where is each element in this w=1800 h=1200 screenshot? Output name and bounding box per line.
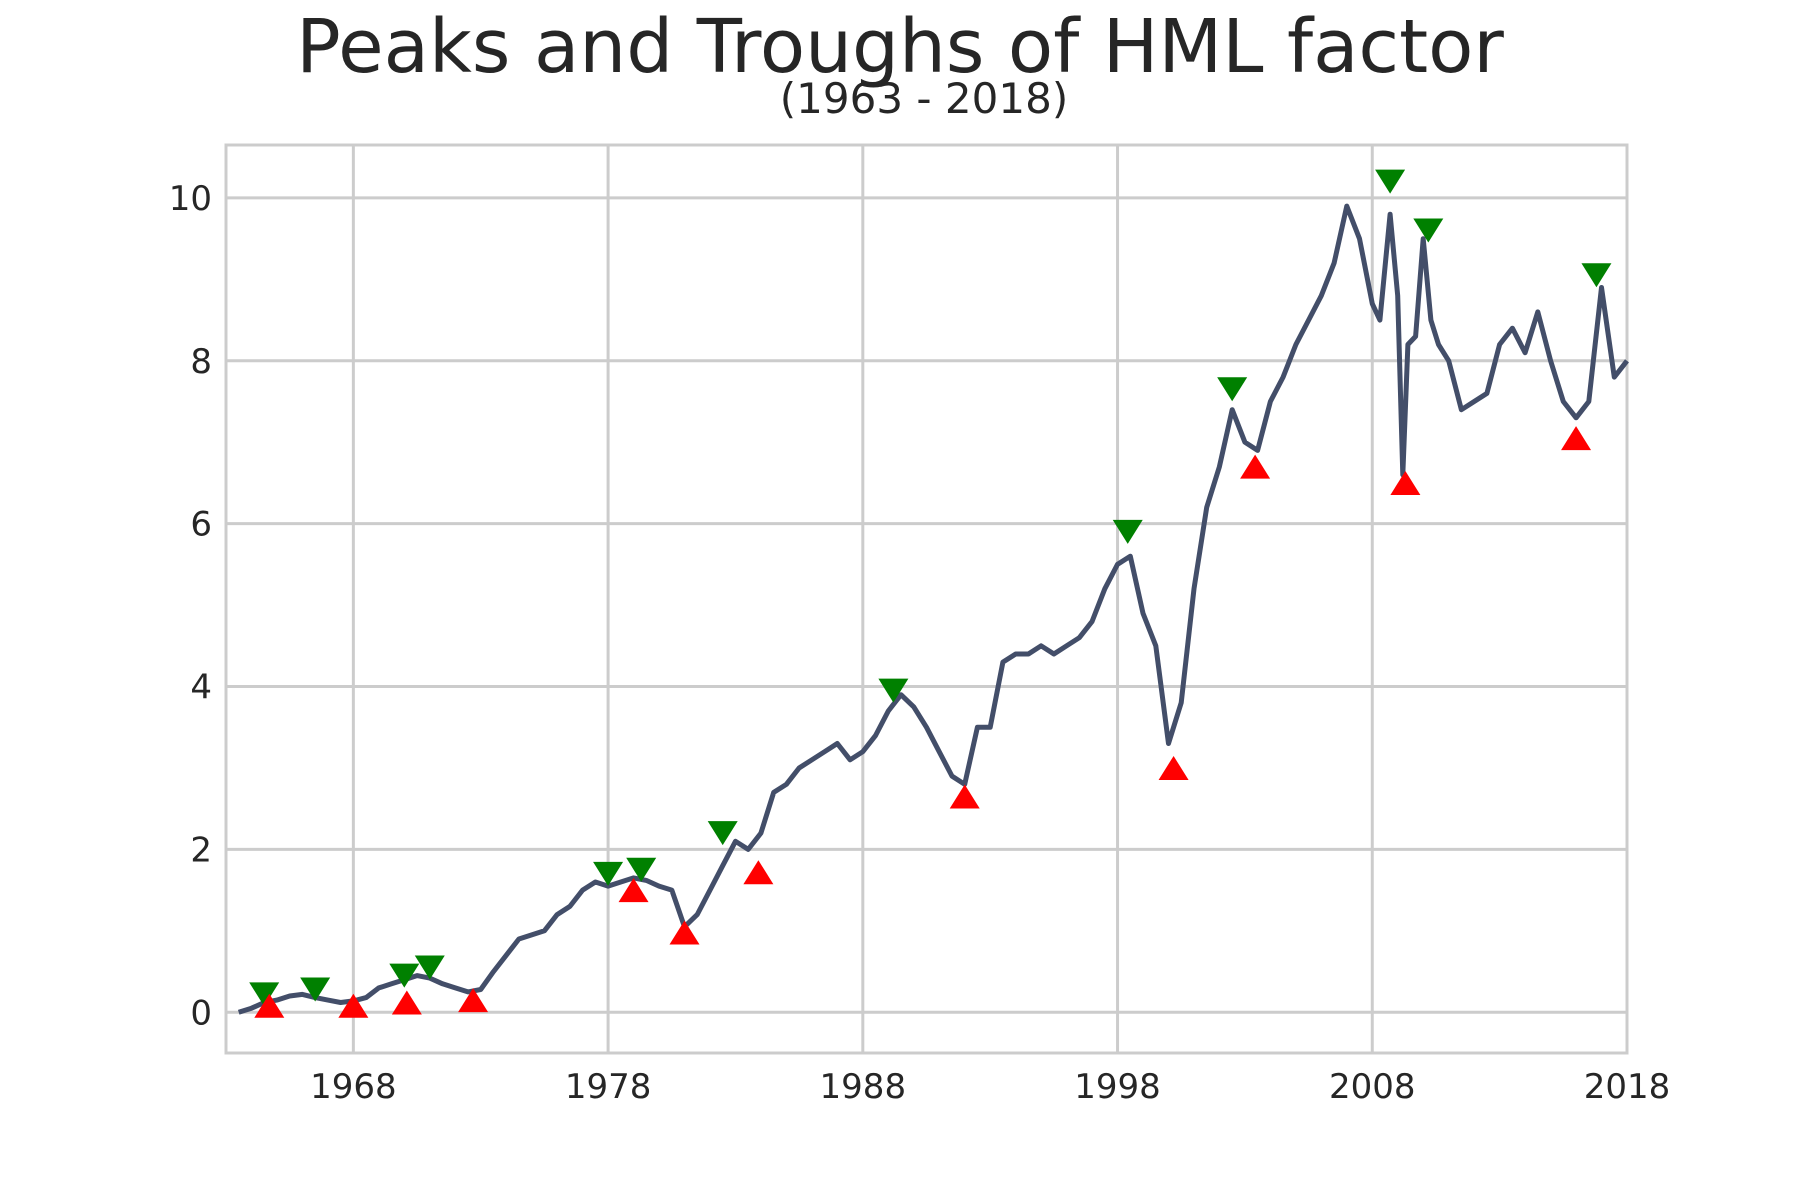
peak-marker xyxy=(1217,377,1248,402)
trough-marker xyxy=(391,990,422,1015)
peak-marker xyxy=(300,977,331,1002)
hml-line xyxy=(237,203,1629,1015)
peak-marker xyxy=(593,861,624,886)
peak-marker xyxy=(1375,169,1406,194)
markers xyxy=(249,169,1612,1018)
chart-subtitle: (1963 - 2018) xyxy=(779,74,1069,123)
peak-marker xyxy=(1413,218,1444,243)
trough-marker xyxy=(743,860,774,885)
x-tick-label: 1988 xyxy=(820,1067,907,1107)
trough-marker xyxy=(338,993,369,1018)
x-tick-label: 1978 xyxy=(565,1067,652,1107)
y-tick-label: 6 xyxy=(190,505,212,545)
chart-title: Peaks and Troughs of HML factor xyxy=(296,4,1504,90)
trough-marker xyxy=(458,988,489,1013)
trough-marker xyxy=(1390,470,1421,495)
peak-marker xyxy=(389,963,420,988)
plot-frame xyxy=(224,143,1629,1055)
peak-marker xyxy=(878,678,909,703)
x-tick-label: 1998 xyxy=(1074,1067,1161,1107)
y-tick-label: 4 xyxy=(190,668,212,708)
trough-marker xyxy=(1240,454,1271,479)
peak-marker xyxy=(1112,519,1143,544)
y-tick-label: 8 xyxy=(190,342,212,382)
trough-marker xyxy=(1561,426,1592,451)
peak-marker xyxy=(249,982,280,1007)
trough-marker xyxy=(669,920,700,945)
tick-labels: 1968 1978 1988 1998 2008 2018 0 2 4 6 8 10 xyxy=(169,179,1671,1107)
y-tick-label: 2 xyxy=(190,830,212,870)
grid xyxy=(226,145,1629,1053)
x-tick-label: 2018 xyxy=(1584,1067,1671,1107)
peak-marker xyxy=(626,857,657,882)
peak-marker xyxy=(414,955,445,980)
trough-marker xyxy=(1158,755,1189,780)
y-tick-label: 0 xyxy=(190,993,212,1033)
y-tick-label: 10 xyxy=(169,179,212,219)
trough-marker xyxy=(254,993,285,1018)
x-tick-label: 2008 xyxy=(1329,1067,1416,1107)
trough-marker xyxy=(618,878,649,903)
peak-marker xyxy=(707,821,738,846)
x-tick-label: 1968 xyxy=(310,1067,397,1107)
peak-marker xyxy=(1581,263,1612,288)
trough-marker xyxy=(949,784,980,809)
